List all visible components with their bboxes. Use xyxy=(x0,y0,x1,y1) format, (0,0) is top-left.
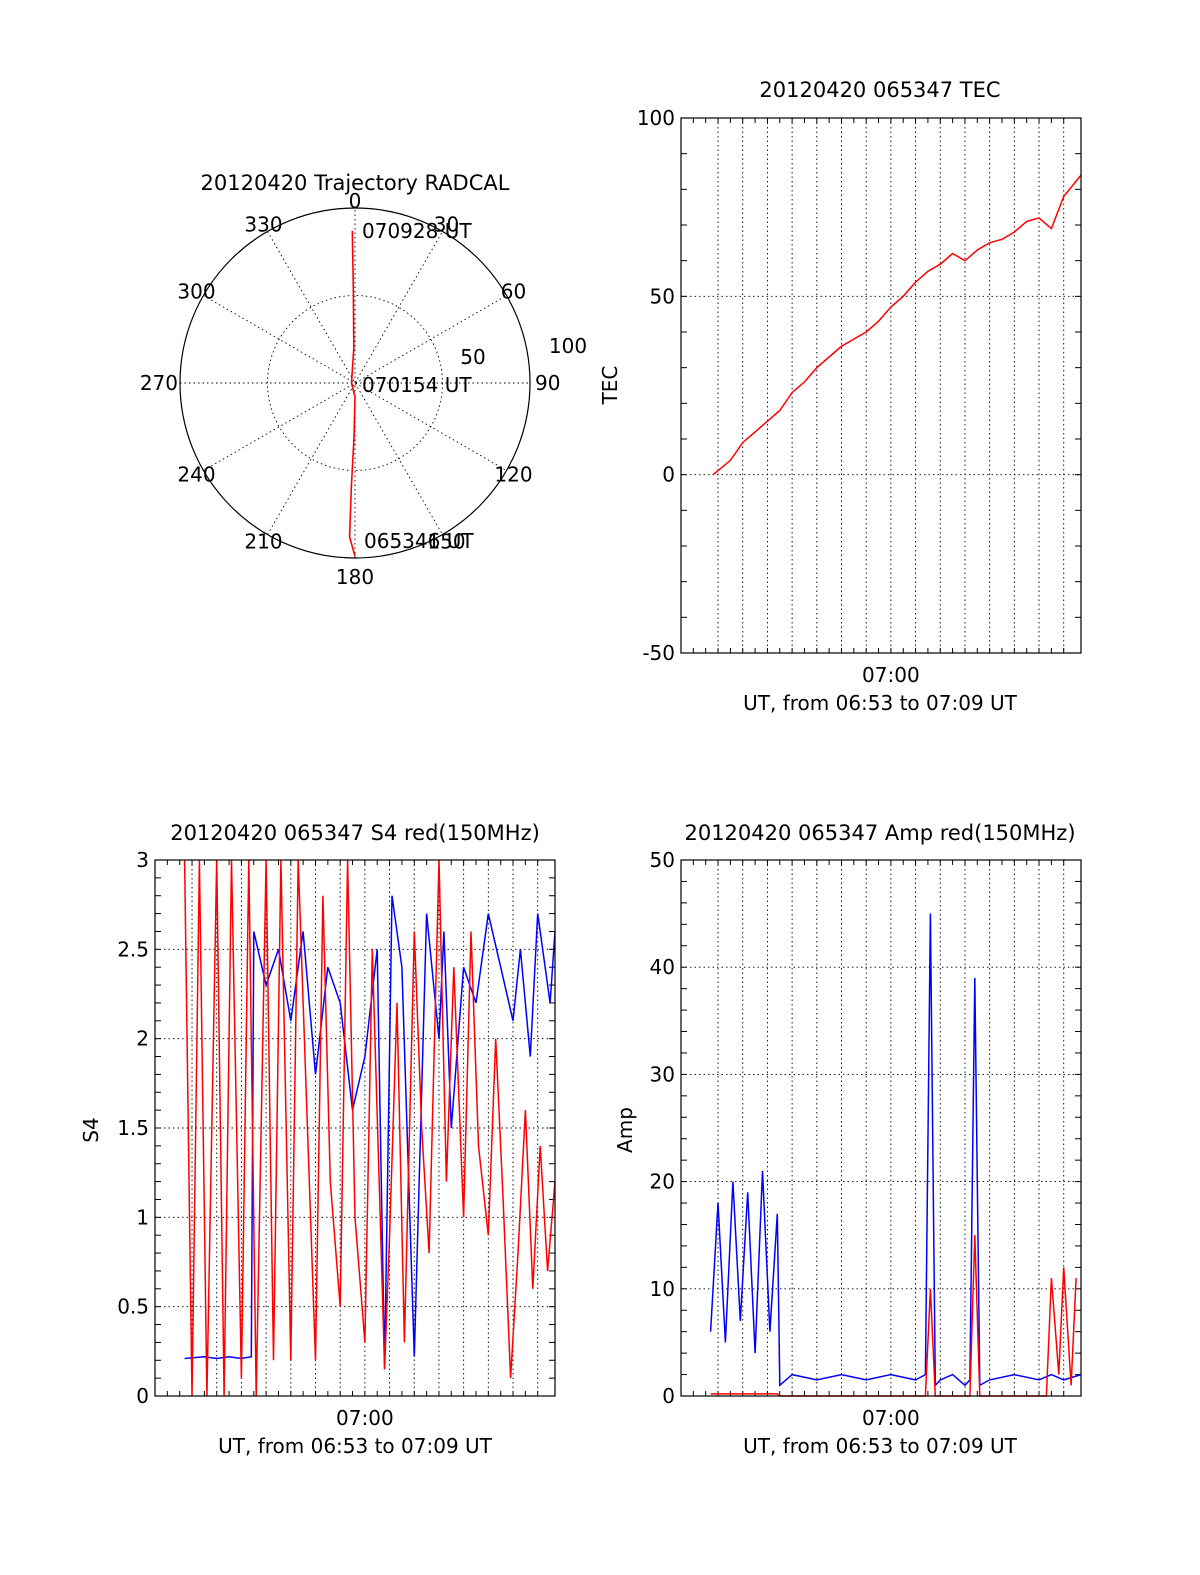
s4-x-tick-labels: 07:00 xyxy=(336,1406,394,1430)
amp-y-tick-label: 0 xyxy=(662,1384,675,1408)
amp-ylabel: Amp xyxy=(613,1107,637,1153)
amp-series xyxy=(709,913,1082,1397)
amp-series-line-red xyxy=(710,1235,1077,1397)
s4-y-tick-label: 2.5 xyxy=(117,937,149,961)
s4-y-tick-label: 2 xyxy=(136,1027,149,1051)
polar-azimuth-label: 210 xyxy=(244,529,282,553)
s4-x-tick-label: 07:00 xyxy=(336,1406,394,1430)
amp-panel: 20120420 065347 Amp red(150MHz) 0 10 20 30 4… xyxy=(613,821,1082,1458)
amp-y-tick-label: 10 xyxy=(650,1277,675,1301)
polar-azimuth-label: 330 xyxy=(244,213,282,237)
polar-azimuth-label: 30 xyxy=(434,213,459,237)
polar-azimuth-label: 180 xyxy=(336,565,374,589)
s4-series xyxy=(183,859,556,1397)
amp-grid xyxy=(681,859,1081,1397)
s4-plot-frame xyxy=(154,859,556,1397)
polar-time-label-end: 070928 UT xyxy=(362,219,472,243)
s4-y-tick-labels: 0 0.5 1 1.5 2 2.5 3 xyxy=(117,848,149,1408)
s4-series-line-red xyxy=(183,859,556,1397)
polar-azimuth-label: 300 xyxy=(177,280,215,304)
s4-xlabel: UT, from 06:53 to 07:09 UT xyxy=(218,1434,493,1458)
amp-y-tick-label: 40 xyxy=(650,955,675,979)
tec-x-tick-labels: 07:00 xyxy=(862,663,920,687)
tec-y-tick-label: 0 xyxy=(662,463,675,487)
tec-x-tick-label: 07:00 xyxy=(862,663,920,687)
polar-panel: 20120420 Trajectory RADCAL 0 30 60 90 120 150… xyxy=(140,171,587,589)
polar-outer-circle xyxy=(179,207,531,559)
polar-time-label-start: 065346 UT xyxy=(364,529,474,553)
amp-title: 20120420 065347 Amp red(150MHz) xyxy=(684,821,1075,845)
amp-y-tick-label: 30 xyxy=(650,1062,675,1086)
tec-y-tick-labels: -50 0 50 100 xyxy=(637,106,675,665)
amp-plot-frame xyxy=(680,859,1082,1397)
s4-y-tick-label: 1.5 xyxy=(117,1116,149,1140)
tec-xlabel: UT, from 06:53 to 07:09 UT xyxy=(743,691,1018,715)
polar-azimuth-label: 150 xyxy=(427,529,465,553)
polar-azimuth-label: 240 xyxy=(177,463,215,487)
polar-trajectory-track xyxy=(348,230,356,557)
polar-grid xyxy=(180,208,530,558)
polar-radial-label-100: 100 xyxy=(549,334,587,358)
s4-y-tick-label: 3 xyxy=(136,848,149,872)
amp-y-tick-labels: 0 10 20 30 40 50 xyxy=(650,848,675,1408)
amp-y-tick-label: 20 xyxy=(650,1170,675,1194)
tec-grid xyxy=(681,117,1081,654)
s4-title: 20120420 065347 S4 red(150MHz) xyxy=(170,821,540,845)
amp-y-tick-label: 50 xyxy=(650,848,675,872)
s4-y-tick-label: 0 xyxy=(136,1384,149,1408)
amp-series-line-blue xyxy=(709,913,1082,1388)
polar-azimuth-label: 60 xyxy=(501,280,526,304)
amp-x-tick-labels: 07:00 xyxy=(862,1406,920,1430)
s4-y-tick-label: 1 xyxy=(136,1205,149,1229)
tec-y-tick-label: 100 xyxy=(637,106,675,130)
tec-y-tick-label: 50 xyxy=(650,284,675,308)
tec-y-tick-label: -50 xyxy=(642,641,675,665)
polar-azimuth-labels: 0 30 60 90 120 150 180 210 240 270 300 330 xyxy=(140,189,561,589)
polar-time-label-mid: 070154 UT xyxy=(362,373,472,397)
polar-azimuth-label: 120 xyxy=(494,463,532,487)
s4-y-tick-label: 0.5 xyxy=(117,1295,149,1319)
tec-series xyxy=(712,174,1082,476)
s4-ylabel: S4 xyxy=(79,1117,103,1142)
tec-plot-frame xyxy=(680,117,1082,654)
polar-azimuth-label: 90 xyxy=(535,371,560,395)
tec-ylabel: TEC xyxy=(598,366,622,406)
polar-radial-label-50: 50 xyxy=(460,345,485,369)
s4-panel: 20120420 065347 S4 red(150MHz) 0 0.5 1 1.5 2… xyxy=(79,821,556,1458)
polar-title: 20120420 Trajectory RADCAL xyxy=(201,171,510,195)
amp-xlabel: UT, from 06:53 to 07:09 UT xyxy=(743,1434,1018,1458)
tec-series-line-red xyxy=(712,174,1082,476)
polar-azimuth-label: 0 xyxy=(349,189,362,213)
polar-azimuth-label: 270 xyxy=(140,371,178,395)
tec-title: 20120420 065347 TEC xyxy=(759,78,1000,102)
amp-x-tick-label: 07:00 xyxy=(862,1406,920,1430)
